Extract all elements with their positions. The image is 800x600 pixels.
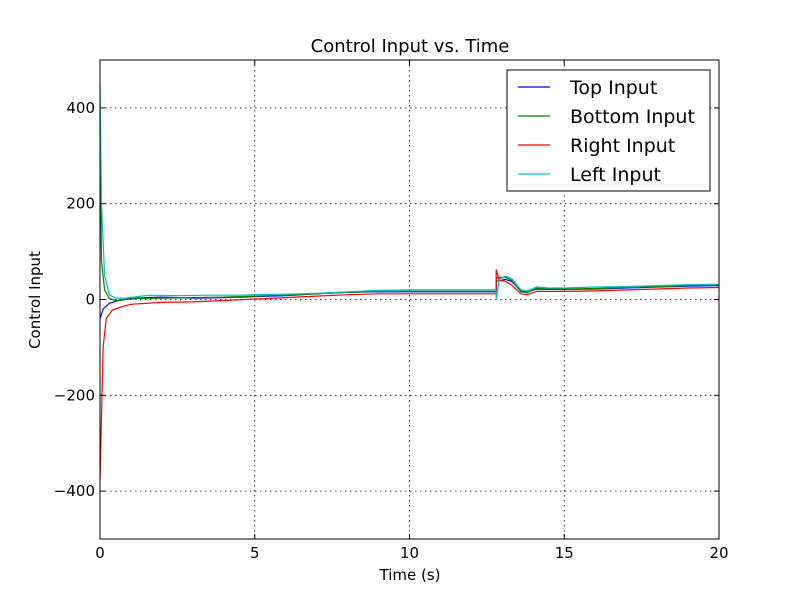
y-tick-label: 200 xyxy=(66,195,95,213)
chart-title: Control Input vs. Time xyxy=(311,36,510,57)
x-tick-label: 15 xyxy=(555,544,574,562)
legend-label-bottom-input: Bottom Input xyxy=(570,106,695,128)
legend-box xyxy=(506,69,711,192)
x-tick-label: 5 xyxy=(250,544,260,562)
legend-label-top-input: Top Input xyxy=(569,77,657,99)
x-tick-label: 10 xyxy=(400,544,419,562)
y-tick-label: −200 xyxy=(54,386,95,404)
y-tick-label: −400 xyxy=(54,482,95,500)
series-line-left-input xyxy=(100,83,719,301)
ticks: 0 5 10 15 20 −400 −200 0 200 400 xyxy=(54,60,729,562)
legend-label-left-input: Left Input xyxy=(570,164,661,186)
x-axis-label: Time (s) xyxy=(379,566,441,584)
y-tick-label: 400 xyxy=(66,99,95,117)
series-line-right-input xyxy=(100,269,719,482)
legend-label-right-input: Right Input xyxy=(570,135,675,157)
series-line-bottom-input xyxy=(100,136,719,302)
legend: Top Input Bottom Input Right Input Left Inp… xyxy=(506,69,711,192)
x-tick-label: 0 xyxy=(95,544,105,562)
y-axis-label: Control Input xyxy=(26,251,44,349)
y-tick-label: 0 xyxy=(85,291,95,309)
x-tick-label: 20 xyxy=(709,544,728,562)
series-layer xyxy=(100,83,719,482)
